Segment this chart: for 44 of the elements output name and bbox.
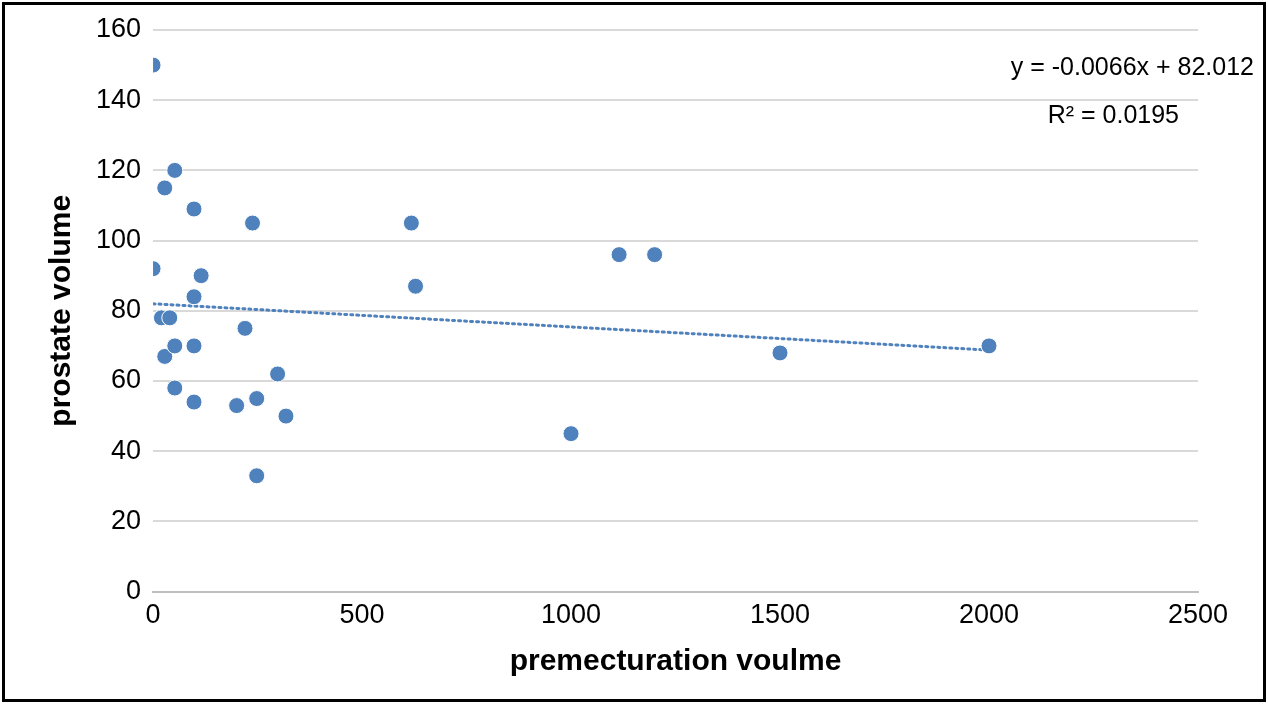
point: [185, 337, 203, 355]
y-tick-label: 40: [111, 434, 142, 465]
point: [562, 425, 580, 443]
point: [236, 319, 254, 337]
y-tick-label: 140: [95, 83, 142, 114]
point: [166, 379, 184, 397]
y-tick-label: 20: [111, 504, 142, 535]
x-tick-label: 1000: [540, 599, 602, 630]
y-tick-label: 0: [126, 575, 142, 606]
x-tick-label: 1500: [749, 599, 811, 630]
point: [156, 179, 174, 197]
point: [156, 347, 174, 365]
x-axis-title: premecturation voulme: [509, 643, 842, 677]
point: [269, 365, 287, 383]
annotation: R² = 0.0195: [1047, 99, 1179, 128]
x-tick-label: 0: [145, 599, 161, 630]
annotation: y = -0.0066x + 82.012: [1010, 51, 1254, 80]
x-tick-label: 500: [339, 599, 385, 630]
y-tick-label: 60: [111, 364, 142, 395]
y-tick-label: 80: [111, 294, 142, 325]
point: [185, 288, 203, 306]
x-tick-label: 2500: [1167, 599, 1229, 630]
point: [166, 161, 184, 179]
point: [980, 337, 998, 355]
point: [402, 214, 420, 232]
point: [161, 309, 179, 327]
y-axis-title: prostate volume: [43, 194, 77, 427]
point: [610, 246, 628, 264]
point: [277, 407, 295, 425]
point: [192, 267, 210, 285]
point: [248, 390, 266, 408]
point: [228, 397, 246, 415]
point: [407, 277, 425, 295]
point: [248, 467, 266, 485]
point: [244, 214, 262, 232]
x-tick-label: 2000: [958, 599, 1020, 630]
y-tick-label: 120: [95, 153, 142, 184]
y-tick-label: 100: [95, 224, 142, 255]
point: [185, 393, 203, 411]
point: [166, 337, 184, 355]
point: [646, 246, 664, 264]
point: [771, 344, 789, 362]
y-tick-label: 160: [95, 13, 142, 44]
point: [185, 200, 203, 218]
